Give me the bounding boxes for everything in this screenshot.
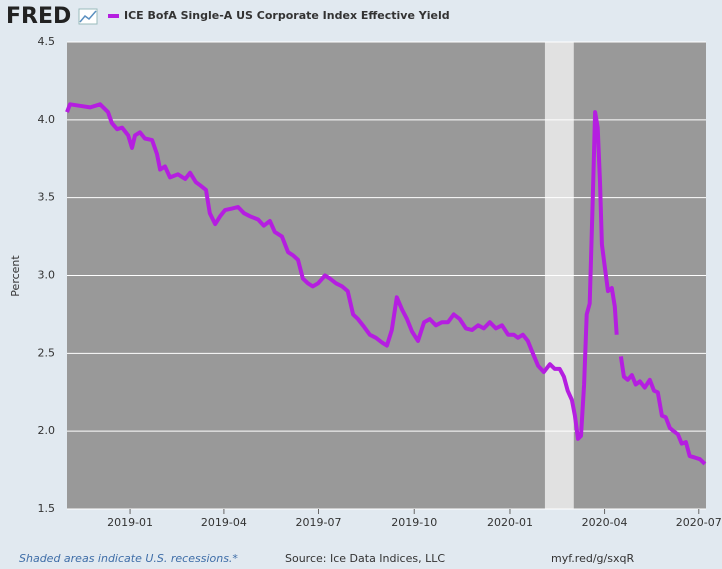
source: Source: Ice Data Indices, LLC bbox=[285, 552, 445, 565]
x-tick-label: 2019-10 bbox=[391, 516, 437, 529]
series-line bbox=[65, 102, 707, 466]
x-tick-label: 2020-01 bbox=[487, 516, 533, 529]
link: myf.red/g/sxqR bbox=[551, 552, 634, 565]
y-tick-label: 2.5 bbox=[38, 346, 56, 359]
y-tick-label: 4.0 bbox=[38, 113, 56, 126]
y-tick-label: 1.5 bbox=[38, 502, 56, 515]
logo: FRED bbox=[6, 4, 71, 29]
x-tick-label: 2020-07 bbox=[676, 516, 722, 529]
y-tick-label: 3.0 bbox=[38, 269, 56, 282]
legend-label: ICE BofA Single-A US Corporate Index Eff… bbox=[124, 9, 450, 22]
x-tick-label: 2019-07 bbox=[296, 516, 342, 529]
y-tick-label: 4.5 bbox=[38, 35, 56, 48]
x-tick-label: 2019-04 bbox=[201, 516, 247, 529]
y-axis-label: Percent bbox=[9, 255, 22, 297]
logo-icon bbox=[78, 8, 98, 25]
x-tick-label: 2019-01 bbox=[107, 516, 153, 529]
logo-icon-line bbox=[79, 10, 97, 23]
y-tick-label: 2.0 bbox=[38, 424, 56, 437]
y-tick-label: 3.5 bbox=[38, 191, 56, 204]
footnote: Shaded areas indicate U.S. recessions.* bbox=[19, 552, 238, 565]
logo-icon-box bbox=[78, 8, 98, 25]
x-tick-label: 2020-04 bbox=[582, 516, 628, 529]
